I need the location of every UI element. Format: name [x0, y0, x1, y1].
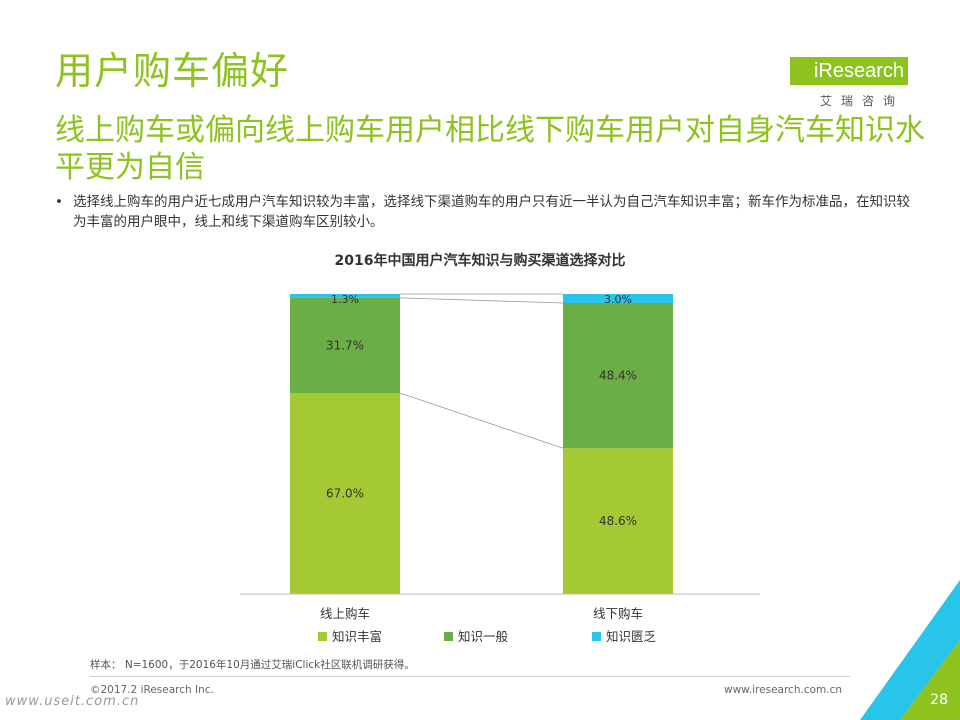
bullet-dot: •: [55, 194, 63, 210]
data-label: 48.4%: [599, 369, 637, 383]
bar-segment: [563, 294, 673, 303]
bar-segment: [290, 297, 400, 393]
copyright-text: ©2017.2 iResearch Inc.: [90, 684, 214, 696]
bar-segment: [563, 303, 673, 449]
logo-wordmark: iResearch: [790, 57, 908, 85]
iresearch-logo: iResearch 艾瑞咨询: [790, 50, 915, 115]
sample-note: 样本： N=1600，于2016年10月通过艾瑞iClick社区联机调研获得。: [90, 659, 415, 671]
legend-label: 知识丰富: [332, 629, 382, 644]
legend-swatch: [318, 632, 327, 641]
bar-segment: [563, 448, 673, 594]
corner-blue-stripe: [860, 580, 960, 720]
page-number: 28: [930, 692, 948, 708]
category-label: 线下购车: [593, 606, 643, 621]
footer-divider: [90, 676, 850, 677]
website-url: www.iresearch.com.cn: [724, 684, 843, 696]
data-label: 1.3%: [331, 293, 359, 306]
bar-segment: [290, 294, 400, 298]
data-label: 67.0%: [326, 487, 364, 501]
series-connector-line: [399, 392, 564, 449]
legend-swatch: [444, 632, 453, 641]
series-connector-line: [399, 297, 564, 304]
chart-title: 2016年中国用户汽车知识与购买渠道选择对比: [334, 253, 626, 269]
data-label: 3.0%: [604, 293, 632, 306]
bar-segment: [290, 393, 400, 594]
page-title: 用户购车偏好: [55, 49, 290, 93]
data-label: 48.6%: [599, 514, 637, 528]
watermark-text: www.useit.com.cn: [5, 694, 140, 709]
legend-swatch: [592, 632, 601, 641]
summary-bullet: • 选择线上购车的用户近七成用户汽车知识较为丰富，选择线下渠道购车的用户只有近一…: [55, 192, 915, 232]
page-subtitle: 线上购车或偏向线上购车用户相比线下购车用户对自身汽车知识水平更为自信: [55, 113, 925, 185]
legend-label: 知识一般: [458, 629, 509, 644]
data-label: 31.7%: [326, 338, 364, 352]
bullet-text: 选择线上购车的用户近七成用户汽车知识较为丰富，选择线下渠道购车的用户只有近一半认…: [73, 194, 910, 230]
corner-green-triangle: [900, 640, 960, 720]
category-label: 线上购车: [320, 606, 370, 621]
corner-decoration: [860, 580, 960, 720]
legend-label: 知识匮乏: [606, 629, 657, 644]
logo-chinese-name: 艾瑞咨询: [820, 94, 905, 108]
